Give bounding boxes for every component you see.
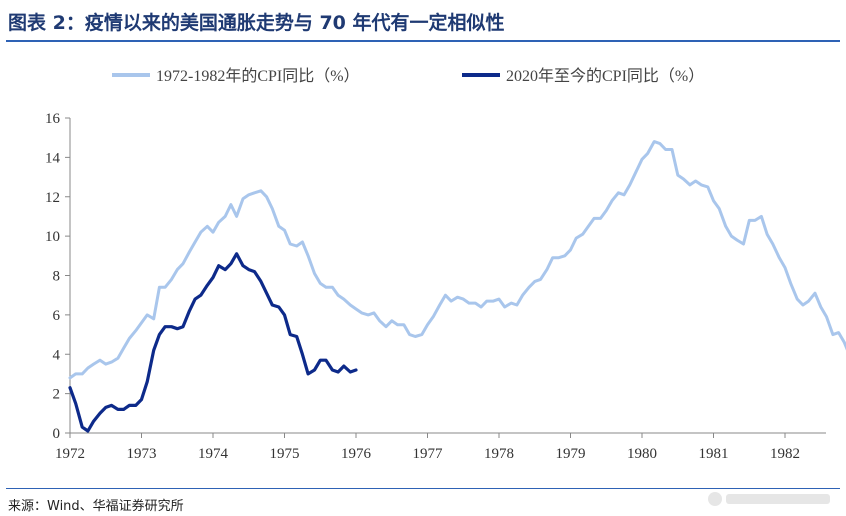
x-tick-label: 1979 (556, 446, 586, 462)
series-line-2020-now (68, 252, 358, 433)
chart-title: 图表 2：疫情以来的美国通胀走势与 70 年代有一定相似性 (8, 12, 505, 34)
x-tick-label: 1975 (270, 446, 300, 462)
source-note: 来源：Wind、华福证券研究所 (8, 499, 184, 514)
legend-label-2020-now: 2020年至今的CPI同比（%） (506, 67, 704, 85)
x-tick-label: 1973 (127, 446, 157, 462)
y-tick-label: 10 (45, 229, 60, 245)
x-tick-label: 1980 (627, 446, 657, 462)
series-lines (68, 140, 846, 433)
legend-label-1972-1982: 1972-1982年的CPI同比（%） (156, 67, 360, 85)
y-tick-label: 12 (45, 190, 60, 206)
axes: 0 2 4 6 8 10 12 14 16 1972 1973 1974 1975 1976 1977 197… (45, 111, 826, 462)
x-tick-label: 1981 (699, 446, 729, 462)
y-tick-label: 16 (45, 111, 61, 127)
y-tick-label: 14 (45, 150, 61, 166)
x-tick-label: 1978 (484, 446, 514, 462)
title-divider (6, 40, 840, 42)
legend: 1972-1982年的CPI同比（%） 2020年至今的CPI同比（%） (112, 67, 704, 85)
y-tick-label: 4 (53, 347, 61, 363)
series-line-1972-1982 (68, 140, 846, 380)
watermark-logo (708, 492, 830, 506)
x-tick-label: 1976 (341, 446, 372, 462)
y-tick-label: 2 (53, 387, 61, 403)
x-tick-label: 1972 (55, 446, 85, 462)
cpi-line-chart: 1972-1982年的CPI同比（%） 2020年至今的CPI同比（%） 0 2 4… (45, 67, 846, 462)
footer-divider (6, 488, 840, 489)
x-tick-label: 1977 (413, 446, 444, 462)
y-tick-label: 6 (53, 308, 61, 324)
y-tick-label: 0 (53, 426, 61, 442)
x-tick-label: 1974 (198, 446, 229, 462)
y-tick-label: 8 (53, 269, 61, 285)
x-tick-label: 1982 (770, 446, 800, 462)
